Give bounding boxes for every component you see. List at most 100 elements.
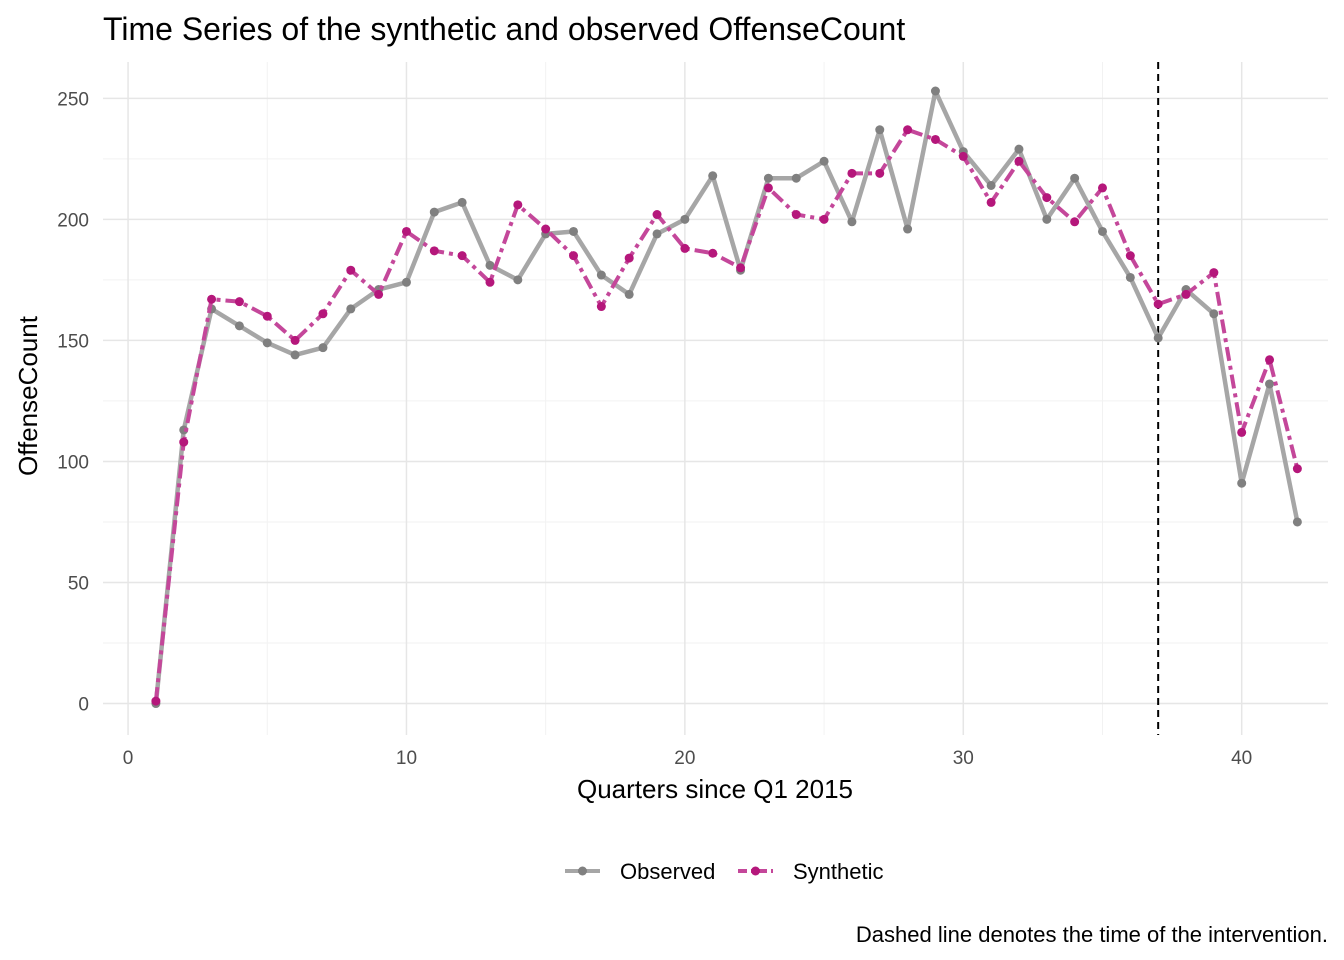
data-point-observed bbox=[875, 125, 885, 135]
data-point-observed bbox=[1125, 272, 1135, 282]
data-point-synthetic bbox=[791, 210, 801, 220]
data-point-observed bbox=[708, 171, 718, 181]
data-point-observed bbox=[401, 277, 411, 287]
data-point-synthetic bbox=[1042, 193, 1052, 203]
data-point-observed bbox=[262, 338, 272, 348]
data-point-observed bbox=[1014, 144, 1024, 154]
data-point-synthetic bbox=[680, 243, 690, 253]
x-tick-label: 10 bbox=[396, 748, 417, 769]
data-point-synthetic bbox=[457, 251, 467, 261]
data-point-synthetic bbox=[513, 200, 523, 210]
data-point-synthetic bbox=[1125, 251, 1135, 261]
legend-swatch-synthetic-point bbox=[751, 866, 760, 876]
data-point-synthetic bbox=[401, 226, 411, 236]
data-point-synthetic bbox=[290, 335, 300, 345]
data-point-synthetic bbox=[318, 309, 328, 319]
data-point-observed bbox=[1237, 478, 1247, 488]
data-point-synthetic bbox=[652, 210, 662, 220]
data-point-synthetic bbox=[1265, 355, 1275, 365]
data-point-observed bbox=[513, 275, 523, 285]
data-point-synthetic bbox=[624, 253, 634, 263]
data-point-observed bbox=[1209, 309, 1219, 319]
data-point-synthetic bbox=[1070, 217, 1080, 227]
data-point-observed bbox=[763, 173, 773, 183]
data-point-synthetic bbox=[207, 294, 217, 304]
y-tick-label: 100 bbox=[57, 452, 89, 473]
data-point-synthetic bbox=[1097, 183, 1107, 193]
data-point-synthetic bbox=[736, 263, 746, 273]
y-axis-title: OffenseCount bbox=[13, 315, 43, 476]
data-point-observed bbox=[1265, 379, 1275, 389]
data-point-synthetic bbox=[958, 151, 968, 161]
data-point-synthetic bbox=[234, 297, 244, 307]
y-tick-label: 50 bbox=[68, 573, 89, 594]
y-tick-label: 250 bbox=[57, 89, 89, 110]
data-point-observed bbox=[485, 260, 495, 270]
y-tick-label: 0 bbox=[78, 695, 89, 716]
data-point-observed bbox=[596, 270, 606, 280]
data-point-synthetic bbox=[903, 125, 913, 135]
data-point-observed bbox=[652, 229, 662, 239]
data-point-synthetic bbox=[1292, 464, 1302, 474]
x-tick-label: 30 bbox=[953, 748, 974, 769]
y-axis-ticks: 0 50 100 150 200 250 bbox=[57, 89, 89, 715]
data-point-synthetic bbox=[1209, 268, 1219, 278]
data-point-synthetic bbox=[569, 251, 579, 261]
data-point-observed bbox=[179, 425, 189, 435]
data-point-synthetic bbox=[708, 248, 718, 258]
data-point-observed bbox=[1292, 517, 1302, 527]
data-point-observed bbox=[1070, 173, 1080, 183]
data-point-synthetic bbox=[262, 311, 272, 321]
legend: Observed Synthetic bbox=[565, 859, 884, 884]
data-point-observed bbox=[290, 350, 300, 360]
data-point-observed bbox=[1153, 333, 1163, 343]
legend-item-observed: Observed bbox=[565, 859, 715, 884]
x-axis-title: Quarters since Q1 2015 bbox=[577, 774, 853, 804]
data-point-observed bbox=[624, 289, 634, 299]
data-point-synthetic bbox=[596, 302, 606, 312]
data-point-synthetic bbox=[374, 289, 384, 299]
x-tick-label: 20 bbox=[674, 748, 695, 769]
data-point-observed bbox=[847, 217, 857, 227]
x-tick-label: 0 bbox=[123, 748, 134, 769]
data-point-observed bbox=[791, 173, 801, 183]
data-point-observed bbox=[819, 156, 829, 166]
data-point-synthetic bbox=[1014, 156, 1024, 166]
legend-swatch-observed-point bbox=[578, 866, 587, 876]
y-tick-label: 200 bbox=[57, 210, 89, 231]
data-point-synthetic bbox=[179, 437, 189, 447]
data-point-observed bbox=[318, 343, 328, 353]
series-line-synthetic bbox=[153, 127, 1300, 702]
gridlines bbox=[103, 62, 1328, 735]
data-point-synthetic bbox=[151, 696, 161, 706]
y-tick-label: 150 bbox=[57, 331, 89, 352]
data-point-observed bbox=[234, 321, 244, 331]
data-point-synthetic bbox=[346, 265, 356, 275]
data-point-observed bbox=[457, 197, 467, 207]
legend-label-observed: Observed bbox=[620, 859, 715, 884]
legend-label-synthetic: Synthetic bbox=[793, 859, 884, 884]
data-point-synthetic bbox=[986, 197, 996, 207]
data-point-observed bbox=[429, 207, 439, 217]
data-point-synthetic bbox=[763, 183, 773, 193]
data-point-synthetic bbox=[1153, 299, 1163, 309]
data-point-observed bbox=[1042, 214, 1052, 224]
chart-caption: Dashed line denotes the time of the inte… bbox=[856, 922, 1328, 947]
data-point-synthetic bbox=[819, 214, 829, 224]
legend-item-synthetic: Synthetic bbox=[738, 859, 884, 884]
data-point-observed bbox=[1097, 226, 1107, 236]
x-tick-label: 40 bbox=[1231, 748, 1252, 769]
data-point-observed bbox=[680, 214, 690, 224]
series-line-observed bbox=[153, 88, 1300, 704]
series-layer bbox=[151, 86, 1302, 709]
data-point-synthetic bbox=[541, 224, 551, 234]
data-point-synthetic bbox=[485, 277, 495, 287]
data-point-observed bbox=[346, 304, 356, 314]
data-point-synthetic bbox=[1237, 427, 1247, 437]
x-axis-ticks: 0 10 20 30 40 bbox=[123, 748, 1252, 769]
data-point-observed bbox=[930, 86, 940, 96]
data-point-synthetic bbox=[847, 168, 857, 178]
chart-title: Time Series of the synthetic and observe… bbox=[103, 11, 905, 47]
data-point-synthetic bbox=[875, 168, 885, 178]
